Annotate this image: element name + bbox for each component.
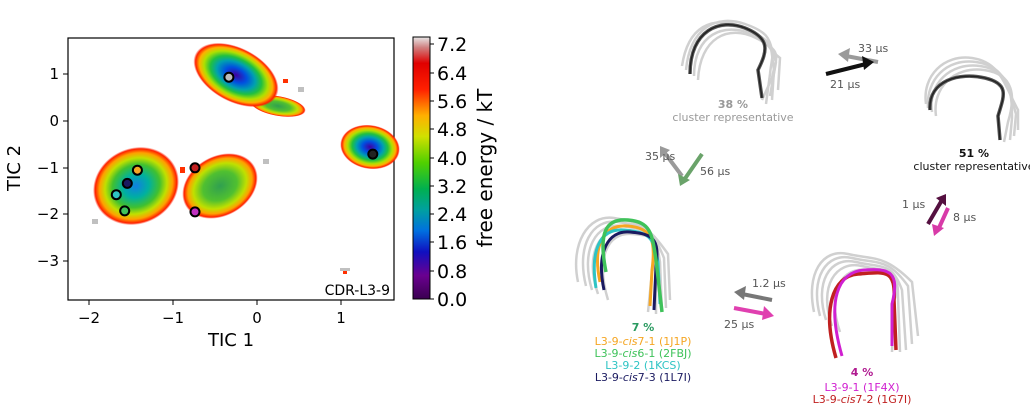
transition-38-51: 33 µs 21 µs	[825, 42, 888, 91]
y-tick-label: −3	[37, 252, 59, 270]
rate-label: 33 µs	[858, 42, 888, 55]
x-tick-label: −2	[78, 309, 100, 327]
x-axis: −2 −1 0 1 TIC 1	[78, 300, 346, 351]
basin-right	[340, 124, 400, 170]
x-axis-label: TIC 1	[207, 330, 254, 351]
structure-marker	[110, 189, 122, 201]
structure-marker	[131, 164, 143, 176]
cluster-7-label-3: L3-9-cis7-3 (1L7I)	[595, 371, 691, 384]
transition-51-4: 1 µs 8 µs	[902, 194, 976, 236]
colorbar-tick-label: 4.8	[437, 119, 467, 141]
colorbar: 7.2 6.4 5.6 4.8 4.0 3.2 2.4 1.6 0.8 0.0 …	[412, 34, 497, 311]
speck	[340, 268, 350, 271]
y-tick-label: 1	[49, 65, 59, 83]
y-tick-label: 0	[49, 112, 59, 130]
cluster-38-structure: 38 % cluster representative	[672, 19, 794, 124]
x-tick-label: −1	[162, 309, 184, 327]
cluster-51-percent: 51 %	[959, 147, 989, 160]
transition-38-7: 35 µs 56 µs	[645, 146, 730, 186]
rate-label: 25 µs	[724, 318, 754, 331]
speck	[92, 219, 98, 224]
structure-marker	[189, 162, 201, 174]
speck	[298, 87, 304, 92]
plot-corner-label: CDR-L3-9	[325, 283, 390, 299]
cluster-4-structure: 4 % L3-9-1 (1F4X) L3-9-cis7-2 (1G7I)	[810, 251, 920, 406]
cluster-38-percent: 38 %	[718, 98, 748, 111]
colorbar-tick-label: 2.4	[437, 204, 467, 226]
speck	[263, 159, 269, 164]
colorbar-tick-label: 5.6	[437, 91, 467, 113]
cluster-4-percent: 4 %	[851, 366, 874, 379]
colorbar-tick-label: 7.2	[437, 34, 467, 56]
rate-label: 8 µs	[953, 211, 976, 224]
rate-label: 35 µs	[645, 150, 675, 163]
basin-top	[193, 42, 279, 108]
rate-label: 1 µs	[902, 198, 925, 211]
rate-label: 21 µs	[830, 78, 860, 91]
colorbar-tick-label: 6.4	[437, 63, 467, 85]
colorbar-gradient	[412, 36, 431, 300]
cluster-7-label-0: L3-9-cis7-1 (1J1P)	[595, 335, 692, 348]
rate-label: 56 µs	[700, 165, 730, 178]
cluster-51-structure: 51 % cluster representative	[913, 56, 1030, 173]
colorbar-ticks: 7.2 6.4 5.6 4.8 4.0 3.2 2.4 1.6 0.8 0.0	[430, 34, 467, 311]
colorbar-tick-label: 0.0	[437, 289, 467, 311]
speck	[343, 271, 347, 274]
y-axis-label: TIC 2	[4, 145, 25, 192]
colorbar-tick-label: 3.2	[437, 176, 467, 198]
cluster-7-label-1: L3-9-cis6-1 (2FBJ)	[594, 347, 691, 360]
transition-7-4: 1.2 µs 25 µs	[724, 277, 786, 331]
colorbar-tick-label: 1.6	[437, 232, 467, 254]
structure-marker	[223, 71, 235, 83]
cluster-4-label-0: L3-9-1 (1F4X)	[824, 381, 899, 394]
y-tick-label: −2	[37, 205, 59, 223]
x-tick-label: 1	[336, 309, 346, 327]
cluster-4-label-1: L3-9-cis7-2 (1G7I)	[813, 393, 912, 406]
speck	[180, 167, 185, 173]
cluster-7-label-2: L3-9-2 (1KCS)	[605, 359, 680, 372]
rate-label: 1.2 µs	[752, 277, 786, 290]
x-tick-label: 0	[252, 309, 262, 327]
density-basins	[92, 42, 400, 274]
structure-marker	[119, 205, 131, 217]
y-axis: 1 0 −1 −2 −3 TIC 2	[4, 65, 68, 270]
structure-marker	[189, 206, 201, 218]
structure-marker	[121, 177, 133, 189]
cluster-51-caption: cluster representative	[913, 160, 1030, 173]
colorbar-label: free energy / kT	[473, 88, 497, 248]
cluster-7-structure: 7 % L3-9-cis7-1 (1J1P) L3-9-cis6-1 (2FBJ…	[574, 216, 692, 384]
structure-marker	[367, 148, 379, 160]
free-energy-plot: −2 −1 0 1 TIC 1 1 0 −1 −2 −3 TIC 2 CDR-L…	[4, 37, 400, 351]
basin-left	[93, 146, 179, 226]
cluster-7-percent: 7 %	[632, 321, 655, 334]
speck	[283, 79, 288, 83]
colorbar-tick-label: 4.0	[437, 148, 467, 170]
cluster-38-caption: cluster representative	[672, 111, 793, 124]
colorbar-tick-label: 0.8	[437, 261, 467, 283]
y-tick-label: −1	[37, 159, 59, 177]
structure-markers	[110, 71, 379, 218]
basin-middle	[182, 153, 258, 219]
